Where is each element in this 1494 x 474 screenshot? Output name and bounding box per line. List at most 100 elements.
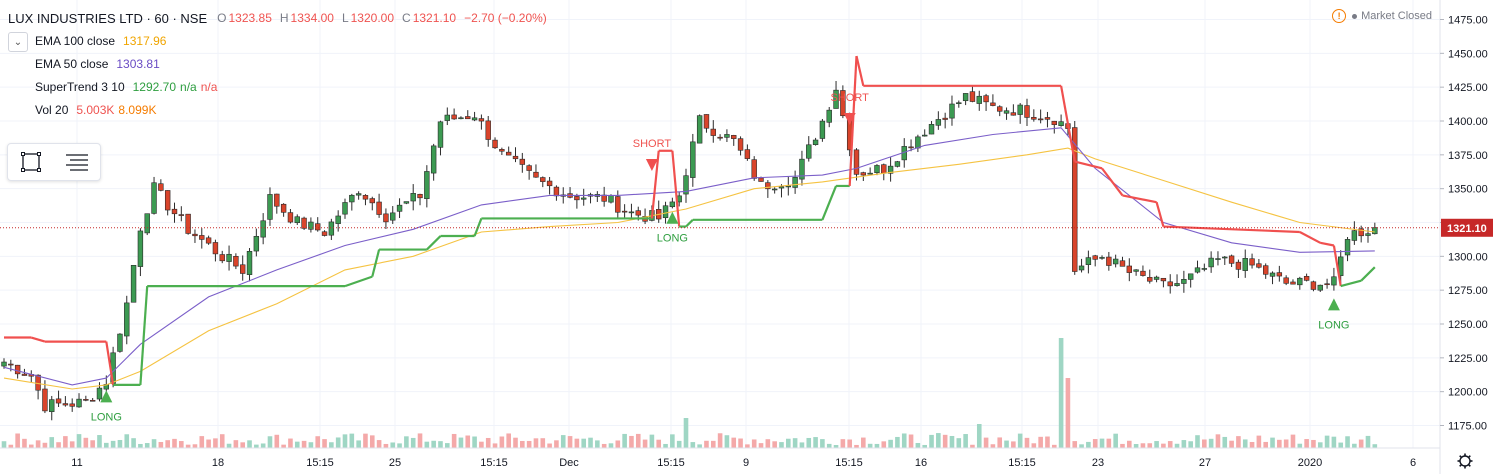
candle-body — [260, 220, 266, 238]
candle-body — [178, 214, 185, 216]
gear-icon[interactable] — [1457, 453, 1473, 469]
candle-body — [83, 399, 89, 401]
indicator-ema50[interactable]: EMA 50 close 1303.81 — [8, 53, 555, 76]
indicator-supertrend[interactable]: SuperTrend 3 10 1292.70 n/a n/a — [8, 76, 555, 99]
candle-body — [383, 213, 389, 223]
candle-body — [1297, 277, 1303, 286]
candle — [219, 250, 225, 264]
candle — [42, 380, 48, 414]
supertrend-segment — [821, 185, 838, 221]
market-status[interactable]: ! Market Closed — [1332, 9, 1432, 23]
close-value: 1321.10 — [412, 11, 457, 25]
candle-body — [887, 165, 894, 174]
candle — [731, 134, 737, 146]
candle-body — [403, 201, 410, 204]
candle — [1126, 258, 1133, 282]
candle — [260, 213, 266, 245]
candle — [1092, 254, 1098, 267]
candle-body — [744, 149, 751, 159]
volume-bar — [1352, 443, 1357, 448]
volume-bar — [472, 436, 477, 448]
sell-arrow — [645, 159, 658, 172]
volume-bar — [76, 434, 82, 448]
candle — [806, 136, 812, 162]
volume-bar — [124, 434, 130, 448]
candle-body — [144, 213, 150, 234]
candle — [512, 147, 519, 163]
volume-bar — [936, 433, 941, 448]
candle-body — [1119, 260, 1126, 267]
candle — [710, 120, 716, 143]
candle — [253, 228, 260, 257]
menu-button[interactable] — [62, 148, 92, 176]
volume-bar — [445, 443, 450, 448]
candle-body — [771, 188, 778, 191]
candle — [205, 235, 212, 245]
candle — [335, 210, 341, 232]
volume-bar — [322, 439, 327, 448]
candle — [587, 192, 594, 204]
volume-bar — [1263, 441, 1268, 448]
candle — [1290, 279, 1296, 285]
volume-bar — [240, 442, 245, 448]
volume-bar — [499, 436, 505, 448]
volume-bar — [690, 442, 696, 448]
candle — [1133, 269, 1139, 276]
volume-bar — [479, 441, 484, 448]
volume-bar — [540, 438, 546, 448]
candle — [301, 216, 307, 230]
symbol-title[interactable]: LUX INDUSTRIES LTD · 60 · NSE — [8, 11, 208, 26]
indicator-volume[interactable]: Vol 20 5.003K 8.099K — [8, 99, 555, 122]
indicator-ema100[interactable]: EMA 100 close 1317.96 — [8, 30, 555, 53]
volume-bar — [520, 440, 525, 448]
volume-bar — [1161, 443, 1166, 448]
candle-body — [240, 264, 246, 274]
volume-bar — [1120, 443, 1125, 448]
candle-body — [908, 146, 914, 149]
candle-body — [1215, 258, 1221, 260]
candle — [540, 176, 546, 188]
candle-body — [840, 90, 846, 117]
volume-bar — [56, 442, 61, 448]
volume-bar — [1304, 439, 1309, 448]
legend-collapse-button[interactable]: ⌄ — [8, 32, 28, 52]
volume-bar — [329, 442, 334, 448]
candle — [137, 228, 144, 277]
candle-body — [287, 212, 294, 223]
candle-body — [546, 180, 553, 187]
indicator-name: Vol 20 — [35, 103, 69, 117]
volume-bar — [28, 444, 34, 448]
volume-bar — [1372, 444, 1378, 448]
volume-bar — [226, 443, 232, 448]
volume-bar — [765, 439, 771, 448]
candle-body — [1194, 267, 1201, 273]
volume-bar — [956, 438, 962, 448]
volume-bar — [42, 442, 48, 448]
volume-bar — [1154, 441, 1159, 448]
candle-body — [1358, 228, 1364, 237]
lines-menu-icon — [66, 154, 88, 171]
volume-bar — [335, 437, 341, 448]
candle-body — [21, 373, 28, 376]
candles — [1, 81, 1378, 421]
candle-body — [294, 216, 300, 223]
candle-body — [158, 183, 164, 191]
candle-body — [1201, 268, 1208, 270]
supertrend-segment — [344, 275, 373, 288]
candle-body — [1365, 233, 1371, 236]
candle — [833, 81, 839, 109]
low-value: 1320.00 — [350, 11, 395, 25]
volume-bar — [213, 438, 218, 448]
price-tick-label: 1225.00 — [1448, 353, 1488, 365]
volume-bar — [567, 436, 573, 448]
gear-ring — [1459, 455, 1471, 467]
rectangle-tool-button[interactable] — [16, 148, 46, 176]
volume-bar — [185, 444, 191, 448]
signal-buy: LONG — [91, 390, 122, 423]
volume-bar — [144, 443, 150, 448]
candle — [744, 144, 751, 161]
volume-bar — [786, 438, 791, 448]
candle — [874, 164, 880, 176]
high-value: 1334.00 — [290, 11, 334, 25]
